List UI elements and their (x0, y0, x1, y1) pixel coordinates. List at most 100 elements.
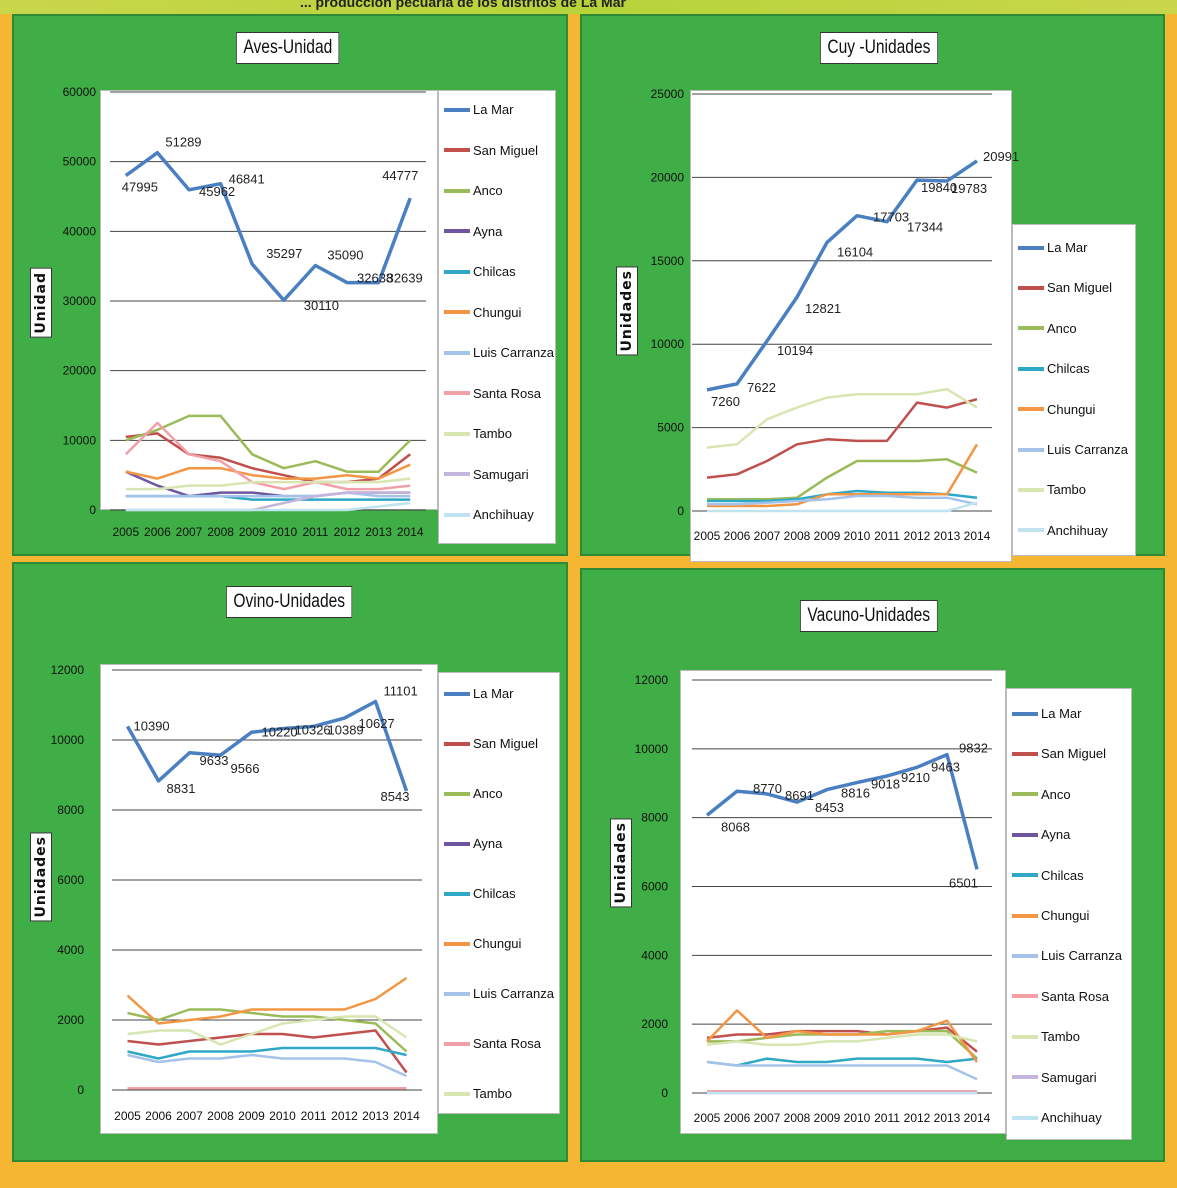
data-label: 9832 (959, 741, 988, 756)
chart-panel-cuy: Cuy -Unidades Unidades 0 5000 10000 15000 20… (580, 14, 1165, 562)
y-tick-label: 30000 (63, 294, 97, 308)
chart-svg: 0 2000 4000 6000 8000 10000 12000 2005 2006 2007 2… (51, 663, 422, 1123)
series-line-anchihuay (707, 501, 978, 513)
chart-title: Cuy -Unidades (820, 32, 938, 64)
data-label: 32639 (387, 271, 423, 286)
y-tick-label: 0 (677, 504, 684, 518)
legend-swatch (1018, 285, 1044, 290)
legend-item-chilcas: Chilcas (1012, 868, 1084, 883)
legend-swatch (1012, 1034, 1038, 1039)
legend-label: Anco (473, 183, 503, 198)
legend-label: Ayna (1041, 827, 1071, 843)
data-label: 46841 (229, 172, 265, 187)
legend-label: Anchihuay (1047, 522, 1108, 538)
series-line-chilcas (127, 1046, 407, 1060)
x-tick-label: 2007 (176, 525, 203, 539)
y-tick-label: 10000 (635, 742, 669, 756)
legend-label: Luis Carranza (1041, 948, 1122, 964)
legend-label: Chilcas (473, 264, 516, 279)
series-line-san-miguel (127, 1029, 408, 1074)
series-line-chungui (126, 976, 408, 1025)
data-label: 12821 (805, 301, 841, 316)
legend-label: San Miguel (473, 736, 539, 751)
x-tick-label: 2005 (694, 529, 721, 543)
series-line-tambo (706, 387, 978, 449)
y-tick-label: 6000 (641, 880, 668, 894)
data-label: 6501 (949, 875, 978, 890)
legend-swatch (444, 472, 470, 476)
legend-label: San Miguel (1041, 746, 1107, 762)
legend-swatch (444, 941, 470, 946)
y-tick-label: 0 (661, 1086, 668, 1100)
chart-title: Aves-Unidad (236, 32, 340, 64)
legend-swatch (1012, 711, 1038, 716)
x-tick-label: 2008 (207, 525, 234, 539)
chart-panel-vacuno: Vacuno-Unidades Unidades 0 2000 4000 6000 80… (580, 568, 1165, 1162)
plot-area (680, 670, 1006, 1134)
legend-item-luis-carranza: Luis Carranza (1018, 442, 1128, 457)
data-label: 10389 (328, 722, 364, 737)
legend-swatch (1012, 1115, 1038, 1120)
x-tick-label: 2009 (238, 1109, 265, 1123)
legend-item-luis-carranza: Luis Carranza (444, 345, 554, 360)
data-label: 51289 (165, 135, 201, 150)
legend-swatch (444, 310, 470, 314)
x-tick-label: 2008 (207, 1109, 234, 1123)
data-label: 32638 (357, 271, 393, 286)
legend-swatch (1012, 751, 1038, 756)
legend-label: La Mar (473, 102, 514, 117)
data-label: 35297 (266, 246, 302, 261)
y-tick-label: 20000 (651, 170, 685, 184)
legend-item-santa-rosa: Santa Rosa (444, 386, 541, 401)
page-title: ... producción pecuaria de los distritos… (300, 0, 626, 10)
series-line-luis-carranza (127, 1053, 408, 1078)
x-tick-label: 2012 (334, 525, 361, 539)
legend (438, 672, 560, 1114)
x-tick-label: 2010 (270, 525, 297, 539)
x-tick-label: 2010 (844, 529, 871, 543)
legend-swatch (1012, 873, 1038, 878)
y-tick-label: 40000 (63, 224, 97, 238)
legend-item-samugari: Samugari (1012, 1070, 1097, 1085)
data-label: 9566 (231, 761, 260, 776)
data-label: 8816 (841, 786, 870, 801)
legend-item-ayna: Ayna (1012, 827, 1070, 842)
y-tick-label: 25000 (651, 87, 685, 101)
legend-item-anchihuay: Anchihuay (1018, 523, 1108, 538)
legend-label: Tambo (473, 426, 513, 441)
y-tick-label: 50000 (63, 155, 97, 169)
legend-swatch (444, 1091, 470, 1096)
data-label: 10326 (295, 723, 331, 738)
legend-item-chilcas: Chilcas (1018, 361, 1090, 376)
legend-label: Tambo (1041, 1029, 1081, 1045)
legend-label: Chungui (1041, 908, 1090, 923)
data-label: 30110 (304, 298, 339, 313)
y-tick-label: 0 (89, 503, 96, 517)
legend-label: Anco (473, 786, 503, 801)
series-line-anco (127, 1008, 408, 1053)
legend-swatch (444, 512, 470, 517)
legend (1006, 688, 1132, 1140)
legend-item-chungui: Chungui (444, 936, 521, 951)
x-tick-label: 2006 (145, 1109, 172, 1123)
data-label: 9018 (871, 777, 900, 792)
legend-label: Samugari (473, 466, 529, 482)
y-tick-label: 12000 (635, 673, 669, 687)
data-label: 11101 (384, 683, 418, 698)
series-line-san-miguel (125, 432, 411, 484)
legend-label: Chilcas (1047, 361, 1090, 377)
legend-swatch (444, 229, 470, 233)
data-label: 8453 (815, 800, 844, 815)
legend-item-la-mar: La Mar (444, 102, 513, 117)
legend-item-anco: Anco (444, 183, 503, 198)
data-label: 19840 (921, 180, 957, 195)
legend-item-anco: Anco (1012, 787, 1071, 802)
x-tick-label: 2006 (144, 525, 171, 539)
y-tick-label: 8000 (641, 811, 668, 825)
x-tick-label: 2011 (301, 1109, 327, 1123)
legend-label: Ayna (473, 836, 503, 851)
series-line-luis-carranza (707, 494, 978, 506)
chart-title: Vacuno-Unidades (800, 600, 938, 632)
legend-item-san-miguel: San Miguel (1018, 280, 1112, 295)
x-tick-label: 2010 (269, 1109, 296, 1123)
